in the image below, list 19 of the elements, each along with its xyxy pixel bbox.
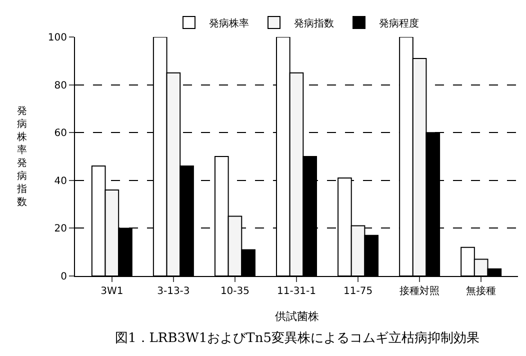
y-tick-label: 0 [60, 272, 67, 282]
x-tick-label: 無接種 [466, 285, 496, 297]
x-tick-label: 3-13-3 [157, 286, 190, 297]
x-tick-label: 11-31-1 [276, 286, 316, 297]
x-tick-label: 10-35 [220, 286, 250, 297]
x-tick-label: 11-75 [344, 286, 373, 297]
y-tick-label: 100 [48, 32, 67, 44]
legend-label: 発病指数 [294, 17, 334, 30]
y-axis-title: 発病株率発病指数 [16, 106, 27, 208]
legend-label: 発病株率 [209, 17, 249, 30]
x-tick-label: 接種対照 [400, 285, 440, 297]
y-tick-label: 20 [54, 224, 67, 235]
text: 図1．LRB3W1およびTn5変異株によるコムギ立枯病抑制効果 [115, 330, 480, 346]
x-tick-label: 3W1 [100, 286, 124, 297]
legend-label: 発病程度 [379, 17, 419, 30]
y-tick-label: 40 [54, 176, 67, 187]
y-tick-label: 60 [54, 128, 67, 140]
y-tick-label: 80 [54, 80, 67, 92]
x-axis-title: 供試菌株 [275, 310, 319, 323]
